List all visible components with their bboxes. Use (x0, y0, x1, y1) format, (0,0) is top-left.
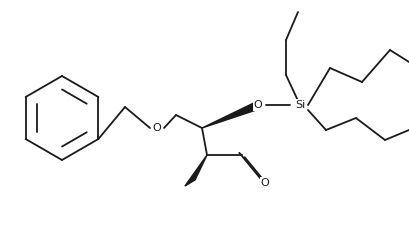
Polygon shape (202, 100, 260, 128)
Text: Si: Si (295, 100, 305, 110)
Text: O: O (254, 100, 263, 110)
Text: O: O (153, 123, 162, 133)
Text: O: O (261, 178, 270, 188)
Polygon shape (185, 155, 207, 186)
